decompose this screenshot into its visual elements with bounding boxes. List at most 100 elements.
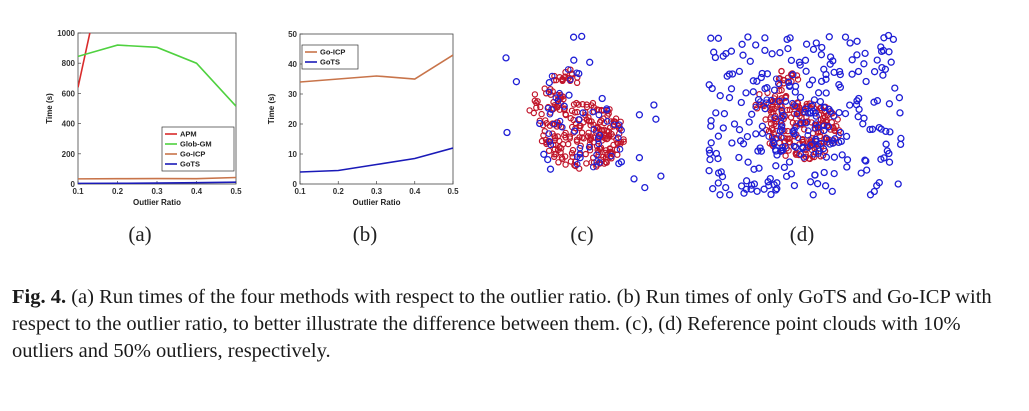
inlier-point <box>586 146 594 154</box>
outlier-point <box>737 182 746 190</box>
outlier-point <box>768 50 776 58</box>
outlier-point <box>737 98 745 107</box>
outlier-point <box>758 69 766 78</box>
outlier-point <box>635 111 644 119</box>
inlier-point <box>551 133 558 140</box>
legend-label-apm: APM <box>180 130 197 139</box>
inlier-point <box>545 147 553 154</box>
outlier-point <box>652 115 660 123</box>
outlier-point <box>794 134 802 142</box>
outlier-point <box>744 158 752 166</box>
inlier-point <box>536 117 544 124</box>
inlier-point <box>762 116 769 123</box>
outlier-point <box>889 35 898 44</box>
outlier-point <box>783 35 791 44</box>
outlier-point <box>843 163 851 171</box>
outlier-point <box>512 78 521 86</box>
inlier-point <box>555 159 562 166</box>
inlier-point <box>579 100 586 108</box>
outlier-point <box>594 135 602 143</box>
x-tick-label: 0.2 <box>333 187 345 196</box>
outlier-point <box>818 43 826 52</box>
outlier-point <box>848 70 856 78</box>
inlier-point <box>534 98 541 105</box>
outlier-point <box>503 128 511 137</box>
inlier-point <box>558 154 566 161</box>
outlier-point <box>763 84 771 92</box>
outlier-point <box>536 119 544 128</box>
outlier-point <box>828 187 836 196</box>
outlier-point <box>815 150 822 157</box>
x-axis-label: Outlier Ratio <box>352 198 400 207</box>
outlier-point <box>589 108 597 116</box>
y-tick-label: 30 <box>288 90 297 99</box>
outlier-point <box>873 181 881 190</box>
x-tick-label: 0.5 <box>230 187 242 196</box>
outlier-point <box>754 95 763 104</box>
outlier-point <box>875 123 883 132</box>
series-line-gots <box>300 147 453 173</box>
outlier-point <box>806 178 815 186</box>
outlier-point <box>556 89 563 97</box>
inlier-point <box>599 153 607 161</box>
inlier-point <box>782 152 789 159</box>
outlier-point <box>739 51 747 59</box>
inlier-point <box>572 162 579 170</box>
outlier-point <box>857 169 865 177</box>
inlier-point <box>778 86 785 94</box>
series-group <box>78 33 236 184</box>
outlier-point <box>885 100 894 108</box>
outlier-point <box>801 108 808 116</box>
outlier-point <box>812 120 820 127</box>
outlier-point <box>610 121 618 129</box>
outlier-point <box>769 137 777 145</box>
inlier-point <box>559 140 567 148</box>
outlier-point <box>585 143 593 151</box>
outlier-point <box>750 165 758 173</box>
outlier-point <box>830 169 838 178</box>
outlier-point <box>758 129 767 138</box>
inlier-point <box>569 146 577 154</box>
outlier-point <box>814 89 823 97</box>
y-tick-label: 400 <box>62 120 76 129</box>
outlier-point <box>755 164 763 172</box>
outlier-point <box>725 70 734 78</box>
y-tick-label: 1000 <box>57 29 75 38</box>
outlier-point <box>547 141 555 149</box>
inlier-point <box>803 143 811 150</box>
inlier-point <box>767 120 775 127</box>
y-tick-label: 800 <box>62 59 76 68</box>
outlier-point <box>567 76 574 84</box>
series-line-glob-gm <box>78 44 236 107</box>
outlier-point <box>873 56 881 64</box>
outlier-point <box>743 132 752 141</box>
outlier-point <box>598 94 606 103</box>
outlier-point <box>544 104 552 112</box>
inlier-point <box>531 97 539 105</box>
outlier-point <box>853 37 861 45</box>
outlier-point <box>870 98 878 106</box>
outlier-point <box>816 97 825 106</box>
inlier-point <box>537 103 544 111</box>
outlier-point <box>545 88 553 96</box>
inlier-point <box>538 137 546 145</box>
outlier-point <box>546 110 554 118</box>
figure-caption: Fig. 4. (a) Run times of the four method… <box>12 284 1017 365</box>
inlier-point <box>538 110 545 118</box>
legend-label-gots: GoTS <box>320 58 340 67</box>
outlier-point <box>885 158 894 166</box>
outlier-point <box>569 33 578 41</box>
inlier-point <box>559 75 566 83</box>
outlier-point <box>778 113 786 121</box>
outlier-point <box>897 134 905 143</box>
outlier-point <box>777 120 785 127</box>
outlier-point <box>821 182 830 190</box>
outlier-point <box>854 67 863 76</box>
outlier-point <box>576 150 584 157</box>
outlier-point <box>881 65 890 73</box>
outlier-point <box>773 185 781 193</box>
caption-text: (a) Run times of the four methods with r… <box>12 286 992 362</box>
outlier-point <box>735 67 744 76</box>
outlier-point <box>790 181 799 190</box>
outlier-point <box>552 94 560 102</box>
